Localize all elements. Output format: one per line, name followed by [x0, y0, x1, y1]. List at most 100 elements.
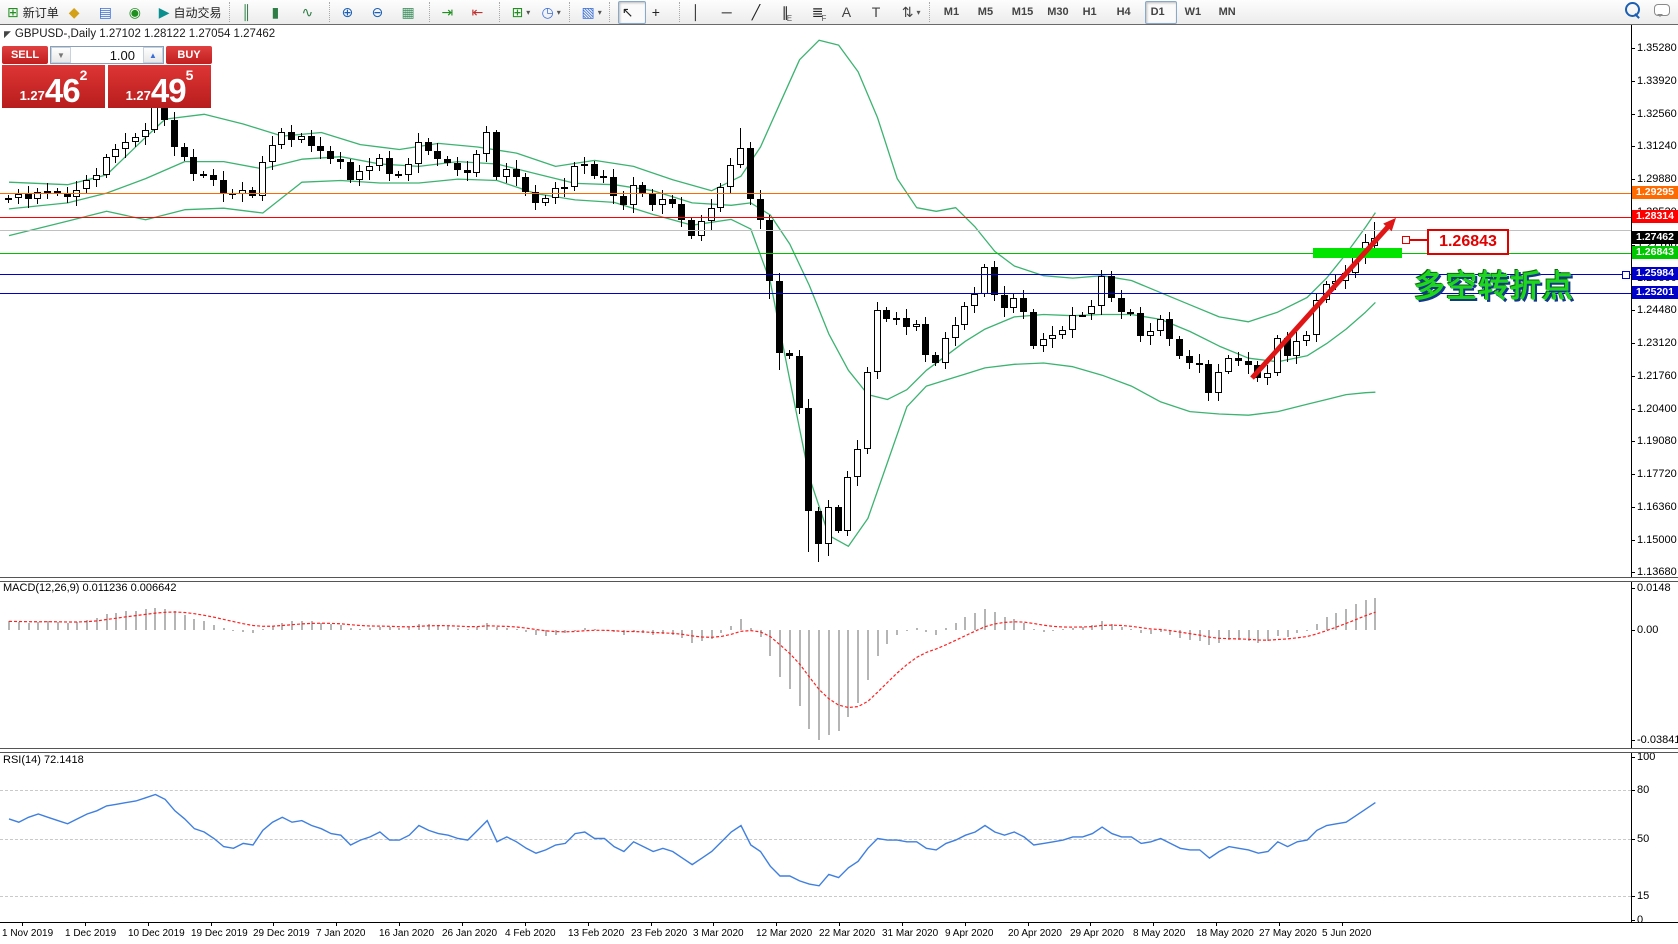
candle[interactable]	[600, 176, 608, 179]
templates-button[interactable]: ▧ ▾	[578, 1, 606, 24]
candle[interactable]	[590, 164, 598, 177]
buy-price-button[interactable]: 1.27 49 5	[108, 65, 211, 108]
trendline-button[interactable]: ╱	[748, 1, 776, 24]
candle[interactable]	[307, 136, 315, 146]
volume-value[interactable]: 1.00	[109, 47, 135, 63]
horizontal-line-1.29295[interactable]	[0, 193, 1631, 194]
chart-shift-button[interactable]: ⇤	[468, 1, 496, 24]
candle[interactable]	[1010, 297, 1018, 309]
zoom-out-button[interactable]: ⊖	[368, 1, 396, 24]
sell-button[interactable]: SELL	[2, 46, 48, 64]
candle[interactable]	[873, 309, 881, 372]
candle[interactable]	[1059, 330, 1067, 336]
candle[interactable]	[44, 190, 52, 193]
candle[interactable]	[1234, 358, 1242, 361]
panel-separator-rsi[interactable]	[0, 748, 1678, 753]
candle[interactable]	[112, 149, 120, 157]
candle[interactable]	[34, 191, 42, 200]
candle[interactable]	[502, 168, 510, 178]
candle[interactable]	[483, 132, 491, 155]
candle[interactable]	[375, 157, 383, 167]
candle[interactable]	[746, 148, 754, 200]
candle[interactable]	[1293, 341, 1301, 356]
data-window-button[interactable]: ▤	[95, 1, 123, 24]
horizontal-line-button[interactable]: ─	[718, 1, 746, 24]
new-chart-button[interactable]: ⊞ ▾	[508, 1, 536, 24]
candle[interactable]	[102, 156, 110, 175]
candle[interactable]	[854, 449, 862, 478]
search-icon[interactable]	[1625, 2, 1640, 17]
timeframe-h4[interactable]: H4	[1116, 6, 1131, 18]
timeframe-h1[interactable]: H1	[1082, 6, 1097, 18]
vertical-line-button[interactable]: │	[688, 1, 716, 24]
bar-chart-button[interactable]: ║	[238, 1, 266, 24]
candle[interactable]	[53, 190, 61, 194]
candle[interactable]	[122, 142, 130, 150]
candle[interactable]	[219, 179, 227, 194]
candle[interactable]	[834, 507, 842, 531]
fibonacci-button[interactable]: ≣ F	[808, 1, 836, 24]
timeframe-d1[interactable]: D1	[1144, 0, 1177, 24]
candle[interactable]	[883, 309, 891, 320]
arrows-button[interactable]: ⇅ ▾	[898, 1, 926, 24]
cursor-button[interactable]: ↖	[617, 0, 646, 24]
candle[interactable]	[541, 198, 549, 203]
candle[interactable]	[561, 187, 569, 190]
candle[interactable]	[893, 318, 901, 321]
candle[interactable]	[824, 507, 832, 544]
candle[interactable]	[405, 164, 413, 175]
profiles-button[interactable]: ◷ ▾	[538, 1, 566, 24]
candle[interactable]	[395, 173, 403, 176]
auto-scroll-button[interactable]: ⇥	[438, 1, 466, 24]
timeframe-m5[interactable]: M5	[977, 6, 994, 18]
sell-price-button[interactable]: 1.27 46 2	[2, 65, 105, 108]
candle[interactable]	[366, 166, 374, 172]
candle[interactable]	[463, 170, 471, 173]
candle[interactable]	[766, 219, 774, 281]
candle[interactable]	[756, 199, 764, 220]
candle[interactable]	[1049, 335, 1057, 339]
candle[interactable]	[1195, 363, 1203, 366]
horizontal-line-1.25984[interactable]	[0, 274, 1631, 275]
candle[interactable]	[1117, 297, 1125, 313]
chart-window[interactable]: ◤ GBPUSD-,Daily 1.27102 1.28122 1.27054 1…	[0, 25, 1678, 944]
tile-windows-button[interactable]: ▦	[398, 1, 426, 24]
candle[interactable]	[532, 191, 540, 203]
timeframe-w1[interactable]: W1	[1184, 6, 1202, 18]
candle[interactable]	[297, 136, 305, 140]
channel-button[interactable]: ∥ E	[778, 1, 806, 24]
candle[interactable]	[658, 199, 666, 206]
candle[interactable]	[83, 179, 91, 190]
highlight-rectangle[interactable]	[1313, 248, 1402, 258]
candle[interactable]	[902, 318, 910, 327]
candle[interactable]	[571, 166, 579, 188]
candle[interactable]	[493, 132, 500, 178]
candle[interactable]	[1088, 306, 1096, 315]
candle[interactable]	[190, 156, 198, 174]
candle[interactable]	[737, 148, 744, 166]
candle[interactable]	[1225, 358, 1232, 372]
candle[interactable]	[717, 187, 725, 208]
crosshair-button[interactable]: +	[648, 1, 676, 24]
strategy-tester-button[interactable]: ◉	[125, 1, 153, 24]
candle[interactable]	[1020, 297, 1028, 313]
candle[interactable]	[941, 337, 949, 364]
candle[interactable]	[385, 157, 393, 174]
candle[interactable]	[1078, 314, 1086, 317]
candle[interactable]	[951, 325, 959, 338]
candle[interactable]	[1264, 372, 1272, 378]
buy-button[interactable]: BUY	[166, 46, 212, 64]
candle[interactable]	[434, 150, 442, 160]
volume-down-button[interactable]: ▼	[51, 47, 71, 63]
timeframe-mn[interactable]: MN	[1218, 6, 1236, 18]
candle[interactable]	[678, 204, 686, 220]
candle[interactable]	[1098, 275, 1106, 306]
price-callout-label[interactable]: 1.26843	[1427, 229, 1509, 255]
candle[interactable]	[1176, 338, 1184, 356]
horizontal-line-1.25201[interactable]	[0, 293, 1631, 294]
candle[interactable]	[453, 162, 461, 171]
candle[interactable]	[629, 184, 637, 206]
candle[interactable]	[24, 194, 32, 200]
volume-up-button[interactable]: ▲	[143, 47, 163, 63]
timeframe-m15[interactable]: M15	[1011, 6, 1034, 18]
